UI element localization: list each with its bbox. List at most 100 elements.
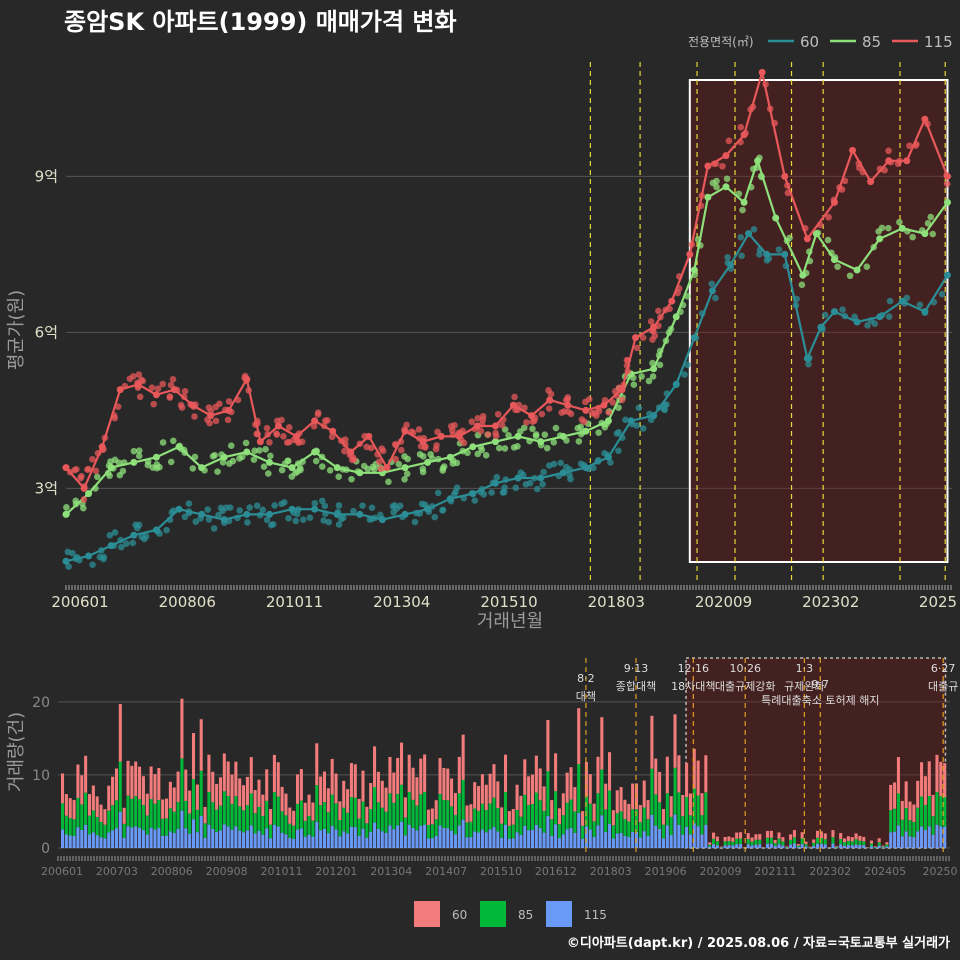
volume-bar	[858, 835, 862, 841]
scatter-point	[154, 385, 162, 392]
volume-bar	[357, 818, 361, 836]
volume-bar	[773, 846, 777, 848]
volume-bar	[399, 742, 404, 785]
scatter-point	[325, 518, 333, 526]
volume-bar	[257, 830, 261, 848]
volume-bar	[731, 841, 735, 846]
scatter-point	[93, 473, 101, 481]
volume-bar	[712, 838, 716, 845]
scatter-point	[341, 447, 348, 455]
volume-bar	[149, 766, 153, 800]
series-point	[740, 198, 748, 206]
series-point	[365, 432, 373, 440]
policy-label: 규제완화	[784, 680, 824, 693]
volume-bar	[188, 790, 192, 814]
volume-bar	[134, 796, 138, 827]
volume-bar	[180, 758, 184, 811]
volume-bar	[923, 830, 927, 848]
series-point	[62, 557, 70, 565]
volume-bar	[735, 832, 739, 839]
series-point	[288, 505, 296, 513]
volume-bar	[935, 824, 939, 848]
volume-bar	[869, 843, 874, 847]
volume-bar	[646, 836, 650, 848]
scatter-point	[227, 442, 235, 449]
volume-bar	[188, 813, 192, 834]
volume-bar	[72, 819, 76, 837]
policy-label: 18차대책	[671, 680, 715, 693]
volume-bar	[415, 805, 419, 831]
volume-bar	[303, 820, 307, 837]
volume-bar	[750, 837, 754, 842]
volume-bar	[446, 800, 450, 829]
volume-bar	[789, 844, 793, 848]
series-point	[152, 453, 160, 461]
volume-bar	[727, 845, 731, 848]
volume-bar	[473, 782, 477, 809]
volume-bar	[542, 811, 546, 833]
scatter-point	[484, 431, 492, 438]
scatter-point	[564, 394, 572, 401]
volume-bar	[292, 838, 296, 848]
volume-bar	[207, 824, 211, 848]
volume-bar	[188, 833, 192, 848]
volume-bar	[561, 793, 565, 816]
volume-bar	[515, 832, 519, 848]
volume-bar	[781, 837, 785, 842]
series-point	[293, 432, 301, 440]
volume-bar	[272, 792, 276, 825]
volume-bar	[746, 844, 750, 848]
series-point	[830, 198, 838, 206]
series-point	[853, 266, 861, 274]
volume-bar	[773, 843, 777, 847]
volume-bar	[708, 846, 712, 848]
series-point	[510, 401, 518, 409]
bar-x-tick-label: 200703	[96, 865, 138, 878]
scatter-point	[547, 390, 555, 398]
scatter-point	[369, 463, 377, 471]
volume-bar	[84, 792, 88, 825]
scatter-point	[906, 142, 913, 150]
volume-bar	[812, 845, 816, 848]
volume-bar	[338, 836, 342, 848]
series-point	[817, 323, 825, 331]
volume-bar	[230, 803, 234, 830]
volume-bar	[249, 757, 253, 794]
volume-bar	[295, 803, 300, 830]
scatter-point	[324, 417, 331, 424]
volume-bar	[434, 800, 438, 820]
volume-bar	[530, 829, 535, 848]
volume-bar	[288, 823, 292, 838]
volume-bar	[839, 839, 843, 845]
scatter-point	[114, 403, 122, 411]
volume-bar	[349, 797, 353, 827]
volume-bar	[322, 771, 326, 803]
volume-bar	[211, 828, 215, 848]
volume-bar	[114, 828, 118, 848]
scatter-point	[273, 430, 280, 438]
volume-bar	[438, 825, 442, 848]
scatter-point	[756, 251, 763, 258]
scatter-point	[896, 218, 903, 226]
volume-bar	[546, 815, 550, 848]
volume-bar	[361, 828, 365, 848]
volume-bar	[126, 760, 130, 796]
series-point	[898, 297, 906, 305]
legend-label-60: 60	[800, 33, 819, 51]
volume-bar	[504, 824, 508, 848]
scatter-point	[163, 526, 170, 534]
volume-bar	[769, 837, 773, 844]
volume-bar	[211, 802, 215, 829]
volume-bar	[796, 845, 800, 848]
scatter-point	[656, 361, 664, 369]
volume-bar	[191, 819, 196, 848]
volume-bar	[269, 838, 273, 848]
scatter-point	[651, 332, 659, 340]
series-point	[274, 422, 282, 430]
volume-bar	[816, 843, 820, 848]
volume-bar	[638, 822, 642, 838]
volume-bar	[288, 837, 292, 848]
volume-bar	[638, 805, 642, 823]
volume-bar	[735, 844, 739, 848]
scatter-point	[533, 485, 541, 493]
